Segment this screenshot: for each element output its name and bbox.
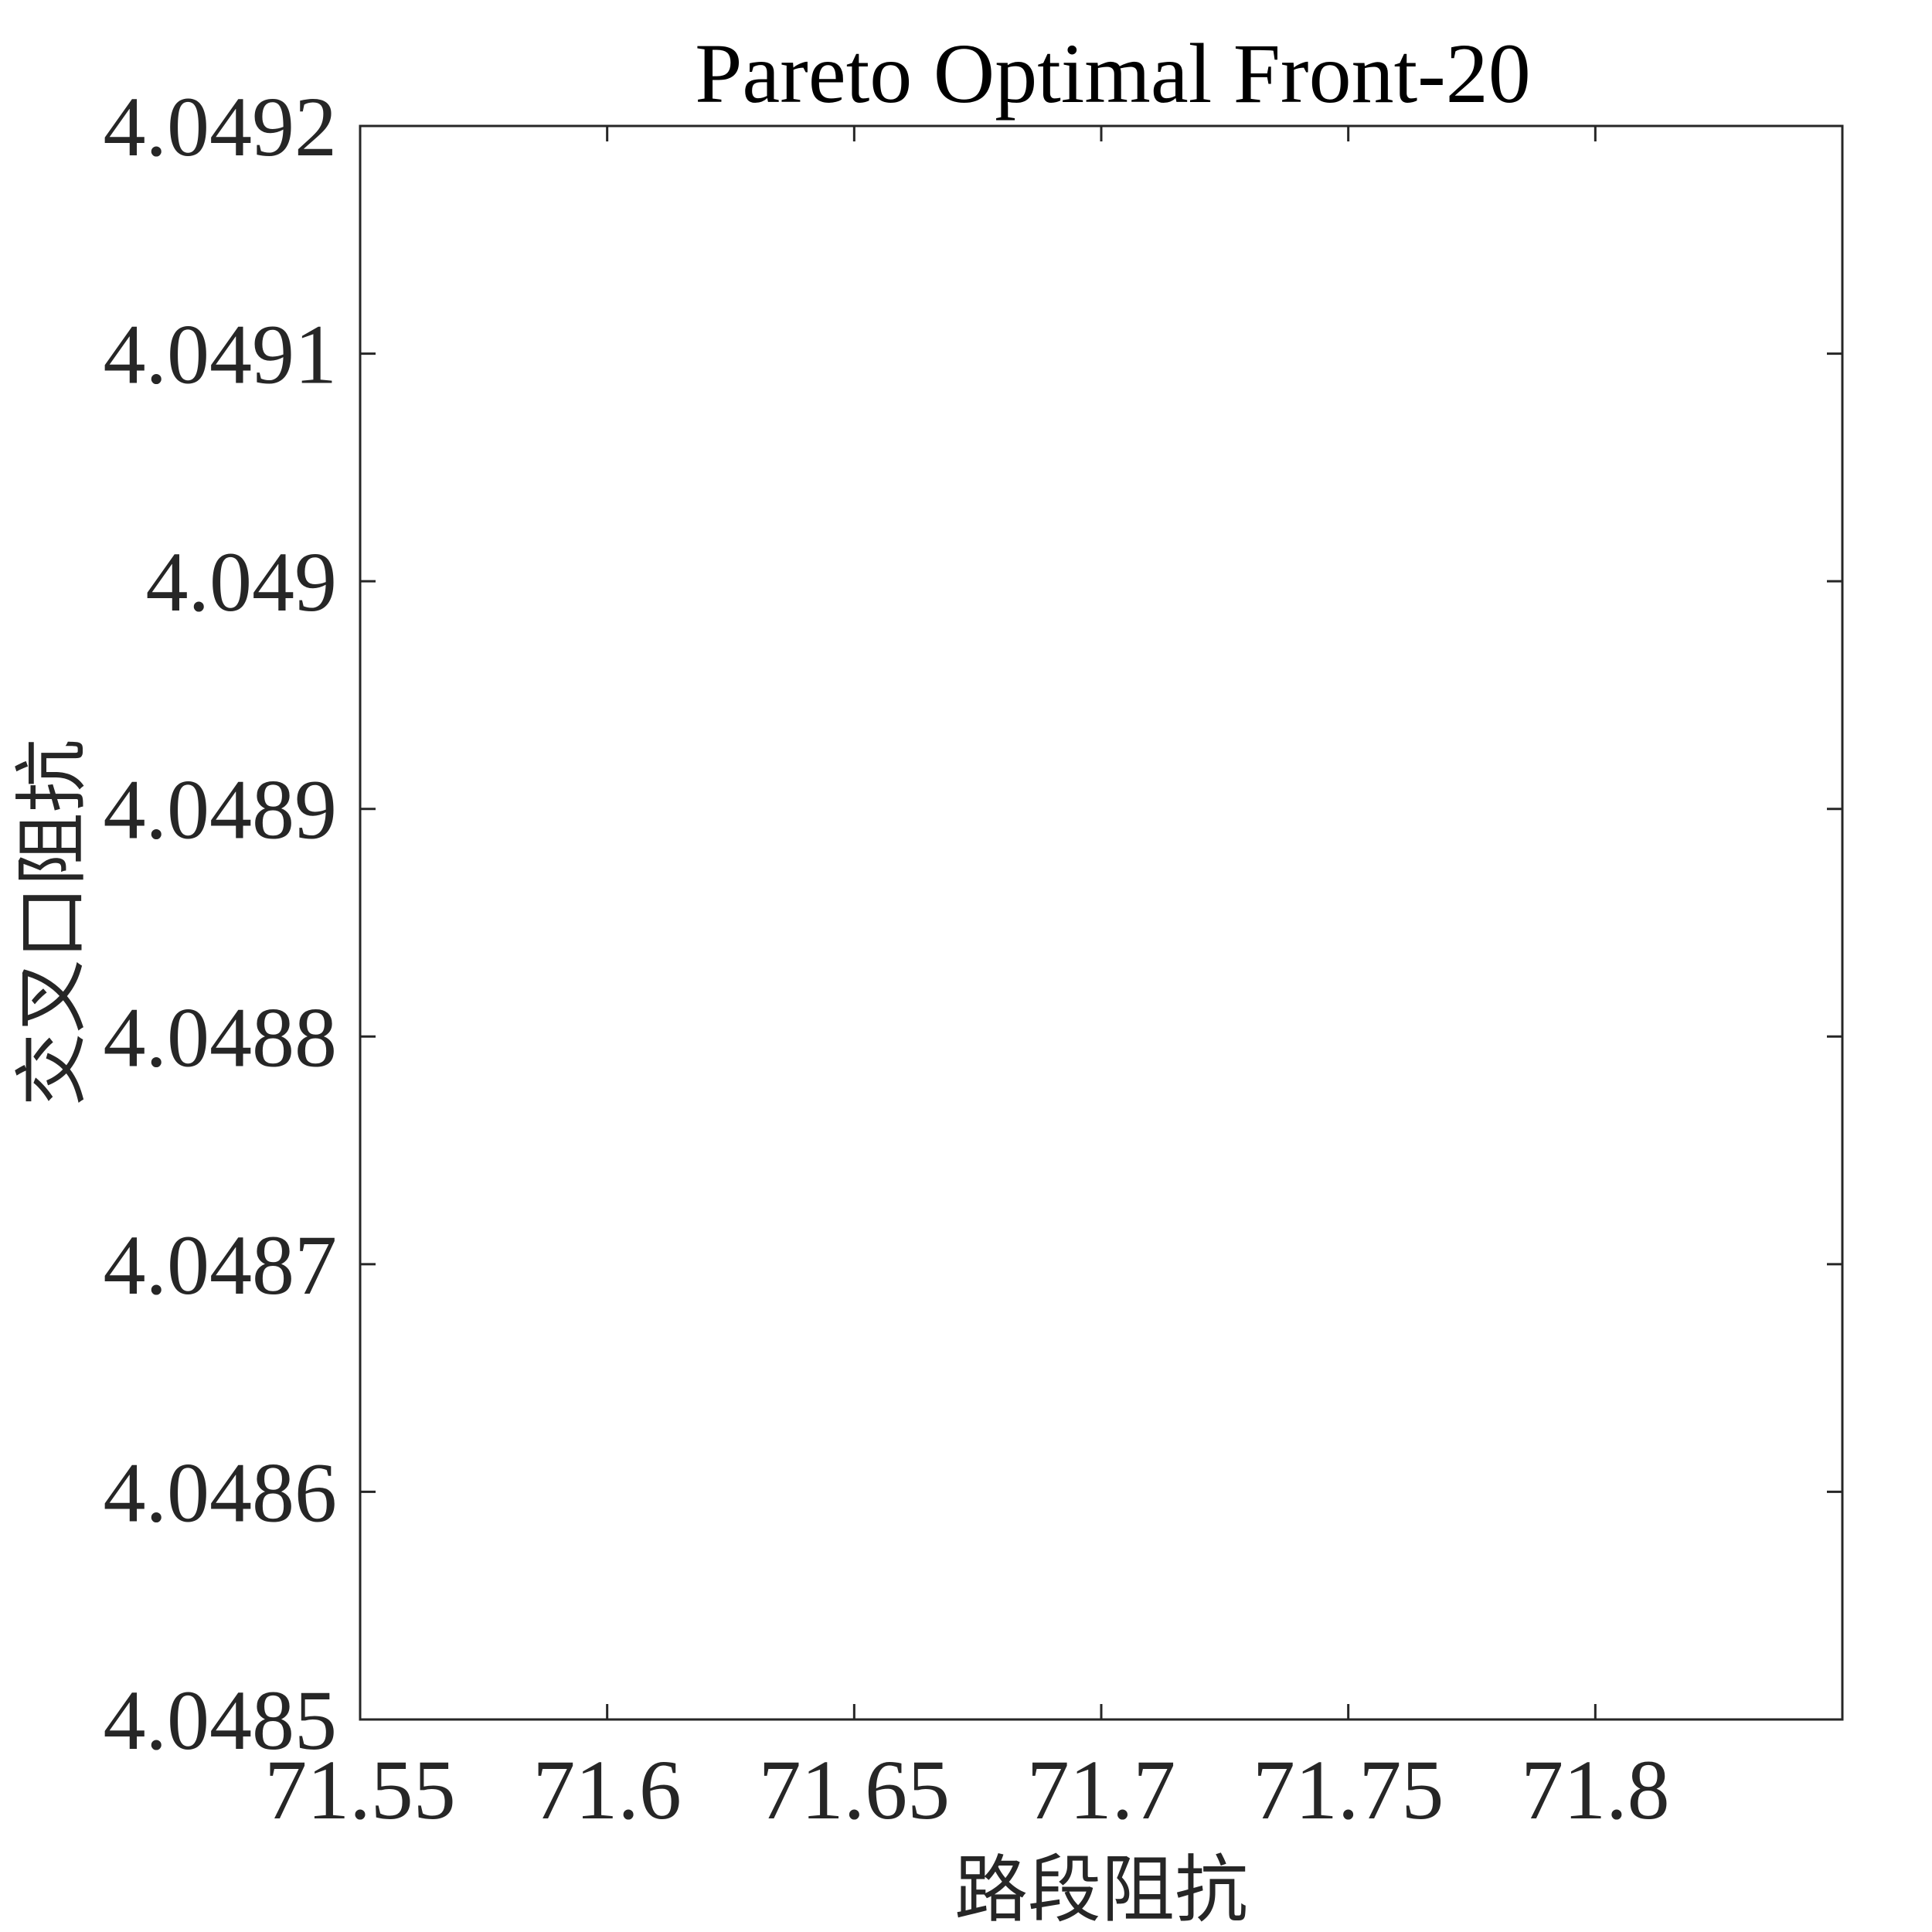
y-tick-label: 4.0486: [104, 1445, 338, 1539]
x-tick-label: 71.6: [532, 1743, 682, 1837]
y-tick-label: 4.0488: [104, 990, 338, 1084]
x-tick-label: 71.65: [759, 1743, 951, 1837]
chart-title: Pareto Optimal Front-20: [695, 26, 1531, 121]
y-tick-label: 4.0492: [104, 80, 338, 174]
y-tick-label: 4.049: [146, 535, 338, 629]
x-tick-label: 71.7: [1027, 1743, 1176, 1837]
x-tick-label: 71.55: [264, 1743, 456, 1837]
x-tick-label: 71.75: [1253, 1743, 1444, 1837]
x-axis: 71.55 71.6 71.65 71.7 71.75 71.8: [264, 126, 1670, 1837]
y-tick-label: 4.0485: [104, 1673, 338, 1767]
y-axis-title: 交叉口阻抗: [10, 739, 95, 1106]
y-tick-label: 4.0487: [104, 1218, 338, 1312]
y-tick-label: 4.0489: [104, 763, 338, 857]
x-tick-label: 71.8: [1521, 1743, 1670, 1837]
y-tick-label: 4.0491: [104, 308, 338, 402]
plot-area: [359, 124, 1844, 1721]
y-axis: 4.0485 4.0486 4.0487 4.0488 4.0489 4.049 4.049…: [104, 80, 1842, 1767]
x-axis-title: 路段阻抗: [954, 1848, 1248, 1932]
